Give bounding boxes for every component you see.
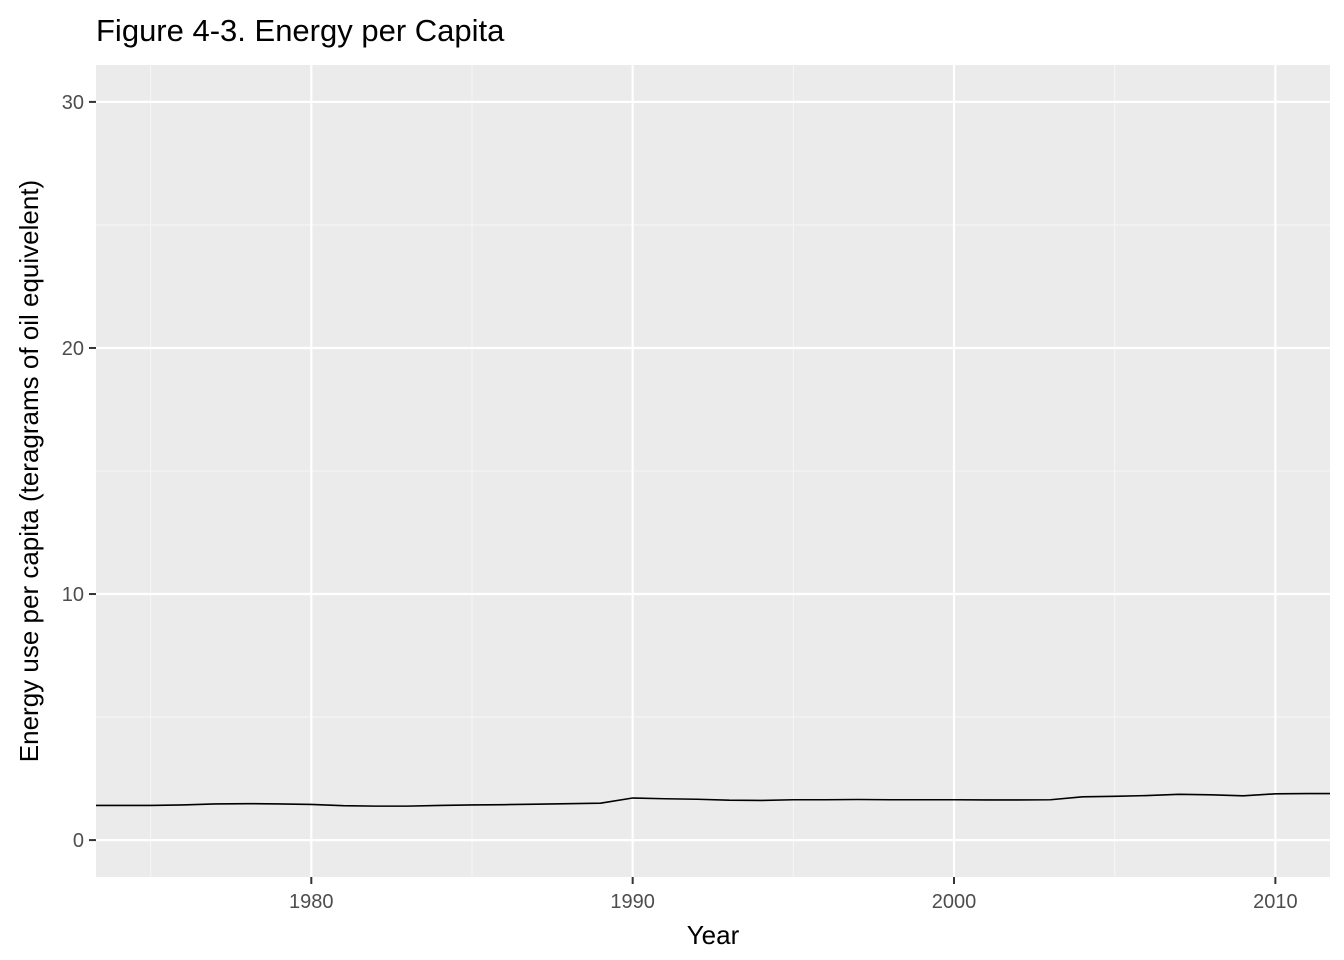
x-tick-label: 2010 [1253, 891, 1298, 913]
major-gridlines [96, 65, 1330, 877]
x-axis: 1980 1990 2000 2010 [289, 877, 1298, 913]
x-axis-title: Year [687, 920, 740, 950]
chart-title: Figure 4-3. Energy per Capita [96, 13, 505, 48]
x-tick-label: 1980 [289, 891, 334, 913]
y-tick-label: 20 [62, 338, 84, 360]
y-tick-label: 10 [62, 584, 84, 606]
data-layer [96, 792, 1330, 807]
y-axis: 0 10 20 30 [62, 92, 96, 852]
series-line [96, 792, 1330, 807]
y-tick-label: 30 [62, 92, 84, 114]
y-axis-title: Energy use per capita (teragrams of oil … [14, 180, 44, 762]
minor-gridlines [96, 65, 1330, 877]
y-tick-label: 0 [73, 830, 84, 852]
x-tick-label: 1990 [610, 891, 655, 913]
x-tick-label: 2000 [932, 891, 977, 913]
